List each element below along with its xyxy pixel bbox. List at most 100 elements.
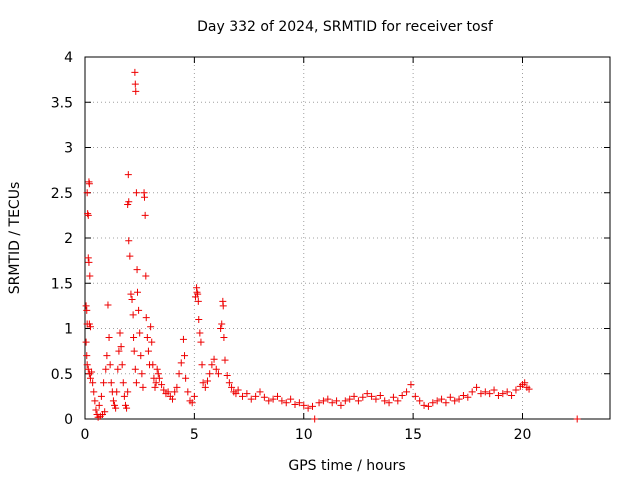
data-point: [503, 388, 511, 396]
data-point: [217, 325, 225, 332]
data-point: [252, 392, 260, 400]
data-point: [90, 388, 98, 396]
data-point: [416, 397, 424, 405]
data-point: [328, 399, 336, 407]
data-point: [188, 399, 196, 407]
grid-lines: [85, 57, 610, 419]
data-points: [82, 68, 581, 423]
data-point: [260, 393, 268, 401]
data-point: [91, 397, 99, 405]
chart-title: Day 332 of 2024, SRMTID for receiver tos…: [197, 19, 494, 35]
data-point: [171, 388, 179, 396]
data-point: [494, 391, 502, 399]
data-point: [295, 399, 303, 407]
data-point: [309, 402, 316, 410]
data-point: [398, 391, 406, 399]
data-point: [190, 392, 198, 400]
data-point: [212, 365, 220, 373]
data-point: [83, 306, 91, 314]
data-point: [83, 361, 91, 369]
data-point: [324, 395, 332, 403]
y-tick-label: 3.5: [51, 95, 73, 111]
data-point: [512, 386, 520, 394]
data-point: [197, 338, 205, 346]
x-tick-label: 10: [295, 427, 313, 443]
data-point: [173, 383, 181, 391]
data-point: [82, 338, 90, 346]
data-point: [88, 368, 96, 376]
data-point: [115, 347, 123, 355]
data-point: [265, 397, 273, 405]
data-point: [204, 377, 211, 385]
data-point: [278, 397, 286, 405]
data-point: [82, 302, 90, 310]
y-axis-label: SRMTID / TECUs: [7, 182, 23, 295]
data-point: [269, 395, 277, 403]
data-point: [138, 370, 146, 378]
data-point: [119, 379, 127, 387]
data-point: [420, 401, 428, 409]
data-point: [481, 388, 489, 396]
data-point: [282, 399, 290, 407]
data-point: [125, 198, 133, 206]
data-point: [455, 395, 463, 403]
data-point: [131, 68, 139, 76]
data-point: [158, 381, 166, 389]
data-point: [499, 390, 507, 398]
data-point: [232, 390, 240, 398]
data-point: [132, 189, 140, 197]
data-point: [89, 379, 97, 387]
data-point: [195, 315, 203, 323]
data-point: [389, 393, 397, 401]
data-point: [123, 404, 131, 412]
data-point: [169, 395, 176, 403]
y-tick-label: 1.5: [51, 276, 73, 292]
data-point: [464, 393, 472, 401]
data-point: [220, 334, 228, 342]
data-point: [446, 393, 454, 401]
data-point: [218, 320, 226, 328]
x-tick-label: 5: [190, 427, 199, 443]
data-point: [346, 395, 354, 403]
data-point: [103, 352, 111, 360]
data-point: [486, 390, 494, 398]
data-point: [154, 370, 162, 378]
data-point: [573, 415, 581, 423]
data-point: [363, 390, 371, 398]
data-point: [141, 211, 149, 219]
data-point: [179, 335, 187, 343]
axis-ticks: 0 5 10 15 20 0 0.5 1 1.5 2 2.5 3 3.5 4: [51, 50, 610, 443]
x-tick-label: 0: [81, 427, 90, 443]
data-point: [107, 379, 115, 387]
data-point: [135, 306, 143, 314]
data-point: [433, 397, 441, 405]
data-point: [116, 329, 124, 337]
data-point: [92, 406, 100, 414]
data-point: [102, 365, 110, 373]
y-tick-label: 0.5: [51, 367, 73, 383]
data-point: [196, 329, 204, 337]
data-point: [372, 395, 380, 403]
y-tick-label: 0: [64, 412, 73, 428]
data-point: [354, 397, 362, 405]
x-axis-label: GPS time / hours: [288, 458, 405, 474]
data-point: [125, 237, 133, 245]
data-point: [311, 415, 319, 423]
data-point: [473, 383, 481, 391]
y-tick-label: 4: [64, 50, 73, 66]
data-point: [129, 311, 137, 319]
data-point: [319, 397, 327, 405]
data-point: [133, 266, 141, 274]
data-point: [451, 397, 459, 405]
data-point: [151, 383, 159, 391]
data-point: [132, 87, 140, 95]
data-point: [350, 392, 358, 400]
data-point: [193, 288, 201, 296]
x-tick-label: 15: [404, 427, 422, 443]
data-point: [130, 334, 138, 342]
data-point: [208, 361, 216, 369]
data-point: [521, 379, 529, 387]
data-point: [368, 392, 376, 400]
data-point: [124, 388, 132, 396]
